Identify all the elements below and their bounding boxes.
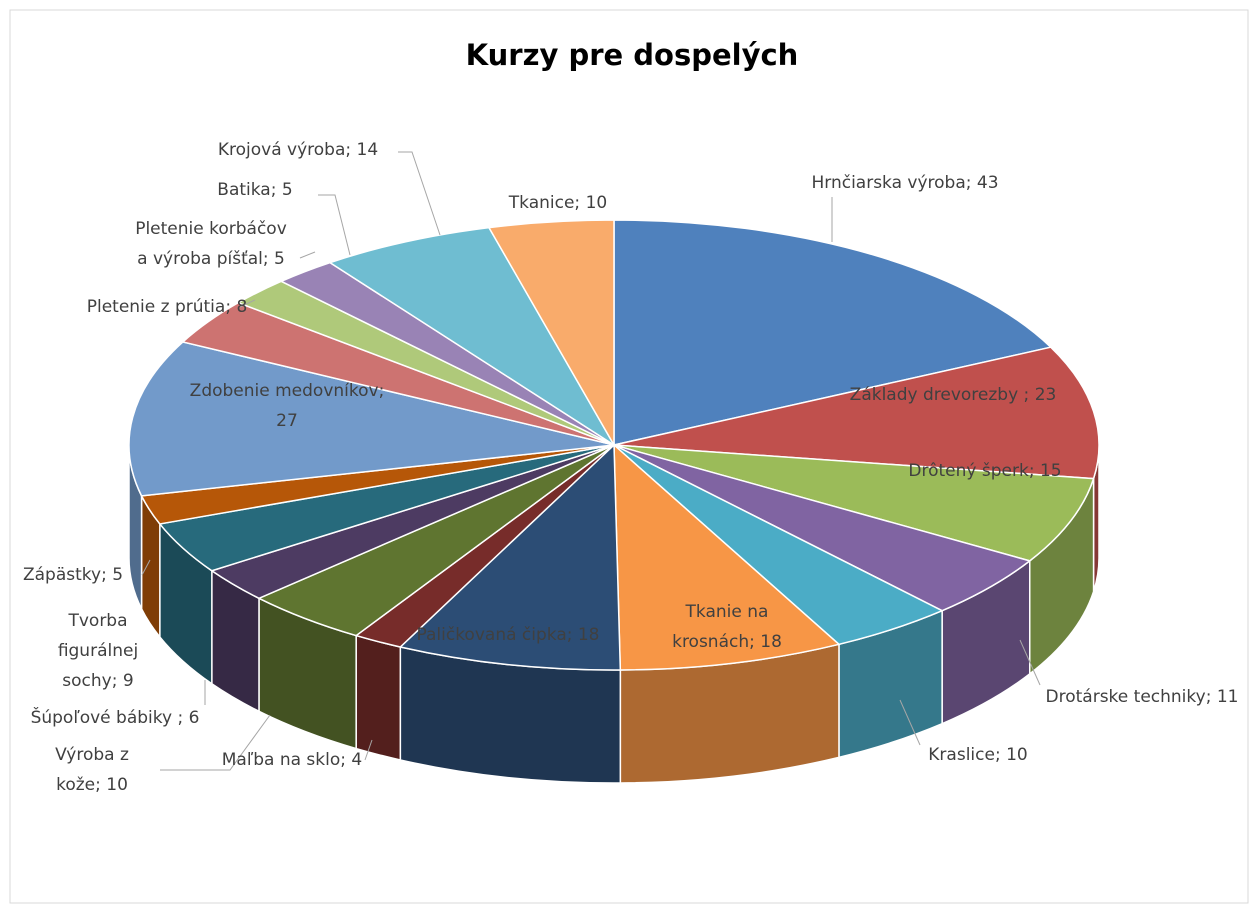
data-label-line: Šúpoľové bábiky ; 6 [31,706,200,728]
data-label: Drôtený šperk; 15 [908,461,1061,481]
slice [398,443,622,671]
data-label: Hrnčiarska výroba; 43 [811,173,998,193]
slice [613,444,1095,562]
data-label-line: Pletenie korbáčov [135,219,287,239]
leader-line [299,251,316,259]
data-label-line: kože; 10 [56,775,128,795]
data-label-line: Drôtený šperk; 15 [908,461,1061,481]
data-label-line: Základy drevorezby ; 23 [850,385,1057,405]
slice [328,226,615,446]
leader-line [141,559,151,576]
data-label-line: Tkanice; 10 [508,193,607,213]
data-label-line: Krojová výroba; 14 [218,140,378,160]
slice [613,219,1053,446]
data-label: Tkanie na krosnách; 18 [672,602,782,652]
data-label-line: Tkanie na [685,602,769,622]
data-label: Zdobenie medovníkov; 27 [190,381,385,431]
data-label: Kraslice; 10 [928,745,1027,765]
leader-line [318,194,351,256]
leader-line [899,699,921,746]
leader-line [1019,639,1041,686]
leader-line [398,151,441,236]
leader-line [239,299,256,308]
data-label-line: a výroba píšťal; 5 [137,249,285,269]
data-label-line: 27 [276,411,298,431]
slice [613,346,1100,480]
data-label: Pletenie korbáčov a výroba píšťal; 5 [135,219,287,269]
data-label: Paličkovaná čipka; 18 [417,625,600,645]
data-label-line: Výroba z [55,745,129,765]
data-label: Základy drevorezby ; 23 [850,385,1057,405]
data-label-line: Maľba na sklo; 4 [222,750,362,770]
data-label: Zápästky; 5 [23,565,123,585]
data-label-line: Paličkovaná čipka; 18 [417,625,600,645]
data-label-line: figurálnej [58,641,138,661]
leader-line [160,714,271,771]
data-label: Batika; 5 [217,180,292,200]
data-label-line: Kraslice; 10 [928,745,1027,765]
data-label-line: Zdobenie medovníkov; [190,381,385,401]
data-label: Pletenie z prútia; 8 [87,297,248,317]
slice-side [355,634,402,761]
slice [128,341,615,497]
data-label-line: sochy; 9 [62,671,133,691]
data-label: Šúpoľové bábiky ; 6 [31,706,200,728]
data-label-line: Pletenie z prútia; 8 [87,297,248,317]
slice [487,219,615,448]
data-label: Krojová výroba; 14 [218,140,378,160]
data-label-line: krosnách; 18 [672,632,782,652]
data-label: Drotárske techniky; 11 [1046,687,1239,707]
slice [613,443,841,671]
data-label: Tvorba figurálnej sochy; 9 [58,611,138,691]
data-label-line: Drotárske techniky; 11 [1046,687,1239,707]
data-label: Tkanice; 10 [508,193,607,213]
data-label-line: Tvorba [67,611,127,631]
leader-line [364,739,373,761]
data-label-line: Batika; 5 [217,180,292,200]
data-label: Výroba z kože; 10 [55,745,129,795]
chart-title: Kurzy pre dospelých [466,38,799,72]
data-label: Maľba na sklo; 4 [222,750,362,770]
data-label-line: Zápästky; 5 [23,565,123,585]
data-label-line: Hrnčiarska výroba; 43 [811,173,998,193]
